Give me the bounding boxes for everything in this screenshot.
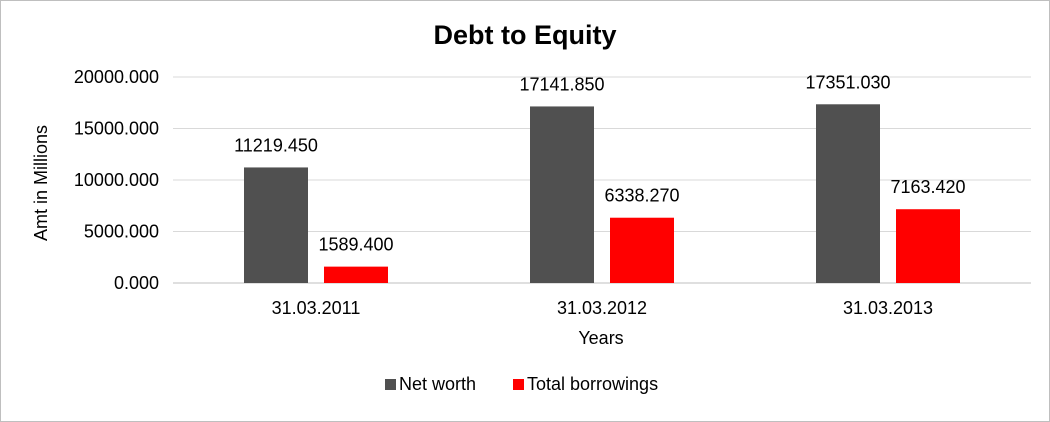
y-axis-title: Amt in Millions <box>31 125 51 241</box>
legend-swatch <box>385 379 396 390</box>
data-label: 7163.420 <box>890 177 965 197</box>
legend-swatch <box>513 379 524 390</box>
bars <box>244 104 960 284</box>
y-tick-label: 0.000 <box>114 273 159 293</box>
x-tick-label: 31.03.2013 <box>843 298 933 318</box>
x-tick-label: 31.03.2011 <box>272 298 361 318</box>
x-tick-label: 31.03.2012 <box>557 298 647 318</box>
y-axis-ticks: 0.000 5000.000 10000.000 15000.000 20000.000 <box>74 67 159 293</box>
legend-label: Net worth <box>399 374 476 394</box>
data-label: 17351.030 <box>805 72 890 92</box>
data-label: 17141.850 <box>519 74 604 94</box>
x-axis-title: Years <box>578 328 623 348</box>
x-axis-ticks: 31.03.2011 31.03.2012 31.03.2013 <box>272 298 933 318</box>
bar-net-worth <box>530 106 594 284</box>
y-tick-label: 20000.000 <box>74 67 159 87</box>
y-tick-label: 15000.000 <box>74 119 159 139</box>
bar-total-borrowings <box>324 266 388 283</box>
bar-net-worth <box>816 104 880 283</box>
bar-total-borrowings <box>610 217 674 283</box>
data-label: 11219.450 <box>234 135 318 155</box>
data-labels: 11219.450 1589.400 17141.850 6338.270 17351.… <box>234 72 965 254</box>
data-label: 1589.400 <box>318 235 393 255</box>
data-label: 6338.270 <box>604 186 679 206</box>
gridlines <box>173 76 1031 284</box>
legend: Net worth Total borrowings <box>385 374 658 394</box>
bar-total-borrowings <box>896 209 960 283</box>
y-tick-label: 5000.000 <box>84 222 159 242</box>
legend-label: Total borrowings <box>527 374 658 394</box>
chart-title: Debt to Equity <box>434 20 617 50</box>
bar-net-worth <box>244 167 308 283</box>
y-tick-label: 10000.000 <box>74 170 159 190</box>
